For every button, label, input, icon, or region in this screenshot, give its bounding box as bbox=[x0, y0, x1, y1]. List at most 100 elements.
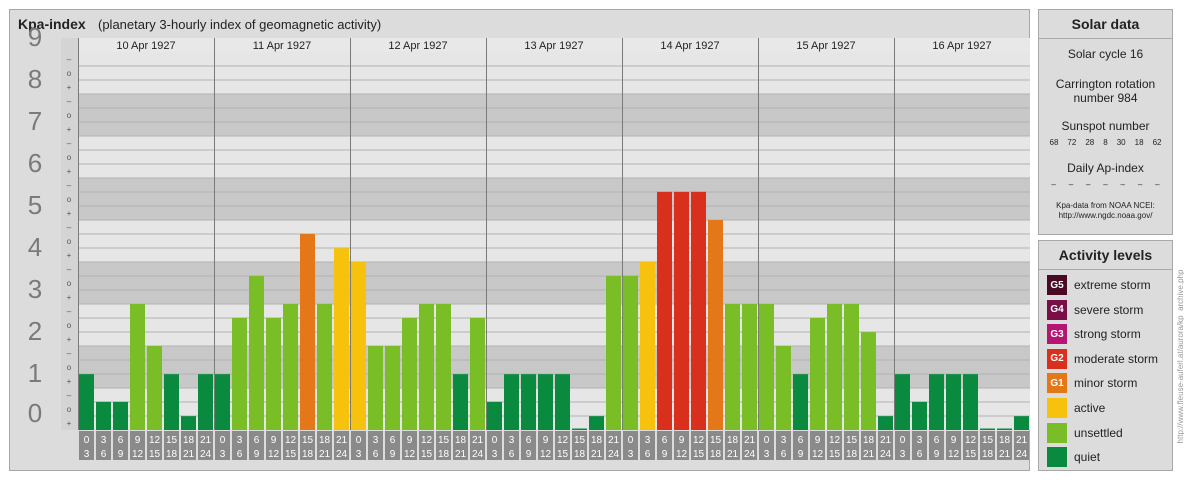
kp-bar bbox=[215, 374, 230, 430]
interval-start-label: 18 bbox=[727, 435, 739, 446]
interval-box bbox=[946, 431, 961, 460]
interval-end-label: 9 bbox=[934, 449, 940, 460]
kp-band bbox=[78, 304, 1030, 346]
interval-start-label: 21 bbox=[200, 435, 212, 446]
interval-start-label: 12 bbox=[149, 435, 161, 446]
interval-start-label: 18 bbox=[999, 435, 1011, 446]
y-tick-label: 1 bbox=[28, 358, 42, 388]
interval-end-label: 18 bbox=[710, 449, 722, 460]
kp-bar bbox=[827, 304, 842, 430]
interval-start-label: 0 bbox=[220, 435, 226, 446]
activity-level-swatch bbox=[1047, 398, 1067, 418]
solar-cycle: Solar cycle 16 bbox=[1067, 47, 1144, 61]
kp-bar bbox=[147, 346, 162, 430]
activity-level-swatch: G2 bbox=[1047, 348, 1067, 369]
interval-end-label: 18 bbox=[574, 449, 586, 460]
interval-end-label: 24 bbox=[1016, 449, 1028, 460]
kp-bar bbox=[810, 317, 825, 430]
interval-box bbox=[997, 431, 1012, 460]
y-tick-label: 3 bbox=[28, 274, 42, 304]
y-tick-label: 9 bbox=[28, 22, 42, 52]
interval-start-label: 6 bbox=[934, 435, 940, 446]
interval-box bbox=[776, 431, 791, 460]
interval-end-label: 12 bbox=[948, 449, 960, 460]
interval-box bbox=[147, 431, 162, 460]
kp-band bbox=[78, 136, 1030, 178]
interval-end-label: 24 bbox=[200, 449, 212, 460]
interval-end-label: 21 bbox=[183, 449, 195, 460]
interval-start-label: 0 bbox=[84, 435, 90, 446]
y-minor-tick: o bbox=[67, 237, 72, 246]
kp-bar bbox=[334, 248, 349, 430]
kp-bar bbox=[487, 401, 502, 430]
kp-band bbox=[78, 52, 1030, 94]
interval-box bbox=[742, 431, 757, 460]
interval-start-label: 9 bbox=[679, 435, 685, 446]
activity-level-label: active bbox=[1074, 401, 1106, 415]
interval-box bbox=[453, 431, 468, 460]
kp-bar bbox=[198, 374, 213, 430]
activity-level-swatch bbox=[1047, 422, 1067, 443]
activity-level-row: active bbox=[1047, 398, 1105, 418]
y-tick-label: 6 bbox=[28, 148, 42, 178]
y-minor-tick: o bbox=[67, 279, 72, 288]
interval-end-label: 15 bbox=[557, 449, 569, 460]
interval-box bbox=[487, 431, 502, 460]
interval-start-label: 15 bbox=[574, 435, 586, 446]
interval-end-label: 21 bbox=[999, 449, 1011, 460]
interval-end-label: 6 bbox=[101, 449, 107, 460]
source-link[interactable]: http://www.ngdc.noaa.gov/ bbox=[1058, 211, 1153, 220]
activity-level-swatch bbox=[1047, 447, 1067, 468]
interval-start-label: 18 bbox=[863, 435, 875, 446]
kp-bar bbox=[878, 416, 893, 430]
interval-end-label: 15 bbox=[285, 449, 297, 460]
kp-bar bbox=[419, 304, 434, 430]
interval-box bbox=[283, 431, 298, 460]
kp-band bbox=[78, 178, 1030, 220]
interval-box bbox=[844, 431, 859, 460]
kp-bar bbox=[555, 374, 570, 430]
interval-start-label: 21 bbox=[336, 435, 348, 446]
day-label: 16 Apr 1927 bbox=[932, 40, 991, 52]
interval-end-label: 21 bbox=[591, 449, 603, 460]
kp-bar bbox=[266, 317, 281, 430]
ap-value: – bbox=[1103, 180, 1108, 189]
interval-end-label: 3 bbox=[84, 449, 90, 460]
interval-box bbox=[1014, 431, 1029, 460]
kp-band bbox=[78, 262, 1030, 304]
y-tick-label: 5 bbox=[28, 190, 42, 220]
archive-url[interactable]: http://www.fleuse-auferl.at/aurora/kp_ar… bbox=[1176, 252, 1184, 467]
interval-start-label: 21 bbox=[608, 435, 620, 446]
interval-end-label: 9 bbox=[390, 449, 396, 460]
interval-end-label: 18 bbox=[166, 449, 178, 460]
interval-start-label: 12 bbox=[693, 435, 705, 446]
sunspot-number-title: Sunspot number bbox=[1061, 119, 1150, 133]
interval-start-label: 18 bbox=[591, 435, 603, 446]
y-minor-tick: – bbox=[67, 55, 72, 64]
interval-start-label: 3 bbox=[781, 435, 787, 446]
interval-end-label: 21 bbox=[727, 449, 739, 460]
interval-start-label: 15 bbox=[710, 435, 722, 446]
interval-start-label: 12 bbox=[285, 435, 297, 446]
kp-bar bbox=[589, 416, 604, 430]
interval-end-label: 12 bbox=[676, 449, 688, 460]
y-minor-tick: – bbox=[67, 139, 72, 148]
interval-end-label: 24 bbox=[472, 449, 484, 460]
interval-end-label: 12 bbox=[132, 449, 144, 460]
interval-start-label: 12 bbox=[965, 435, 977, 446]
interval-box bbox=[912, 431, 927, 460]
kp-bar bbox=[963, 374, 978, 430]
interval-end-label: 24 bbox=[608, 449, 620, 460]
activity-level-row: G5 extreme storm bbox=[1047, 275, 1151, 295]
kp-bar bbox=[300, 233, 315, 430]
interval-start-label: 15 bbox=[846, 435, 858, 446]
y-tick-label: 8 bbox=[28, 64, 42, 94]
ap-value: – bbox=[1155, 180, 1160, 189]
interval-start-label: 3 bbox=[237, 435, 243, 446]
y-minor-tick: + bbox=[67, 83, 72, 92]
kp-bar bbox=[708, 220, 723, 430]
interval-end-label: 21 bbox=[455, 449, 467, 460]
archive-url-text[interactable]: http://www.fleuse-auferl.at/aurora/kp_ar… bbox=[1176, 269, 1184, 444]
kp-bar bbox=[130, 304, 145, 430]
interval-box bbox=[266, 431, 281, 460]
